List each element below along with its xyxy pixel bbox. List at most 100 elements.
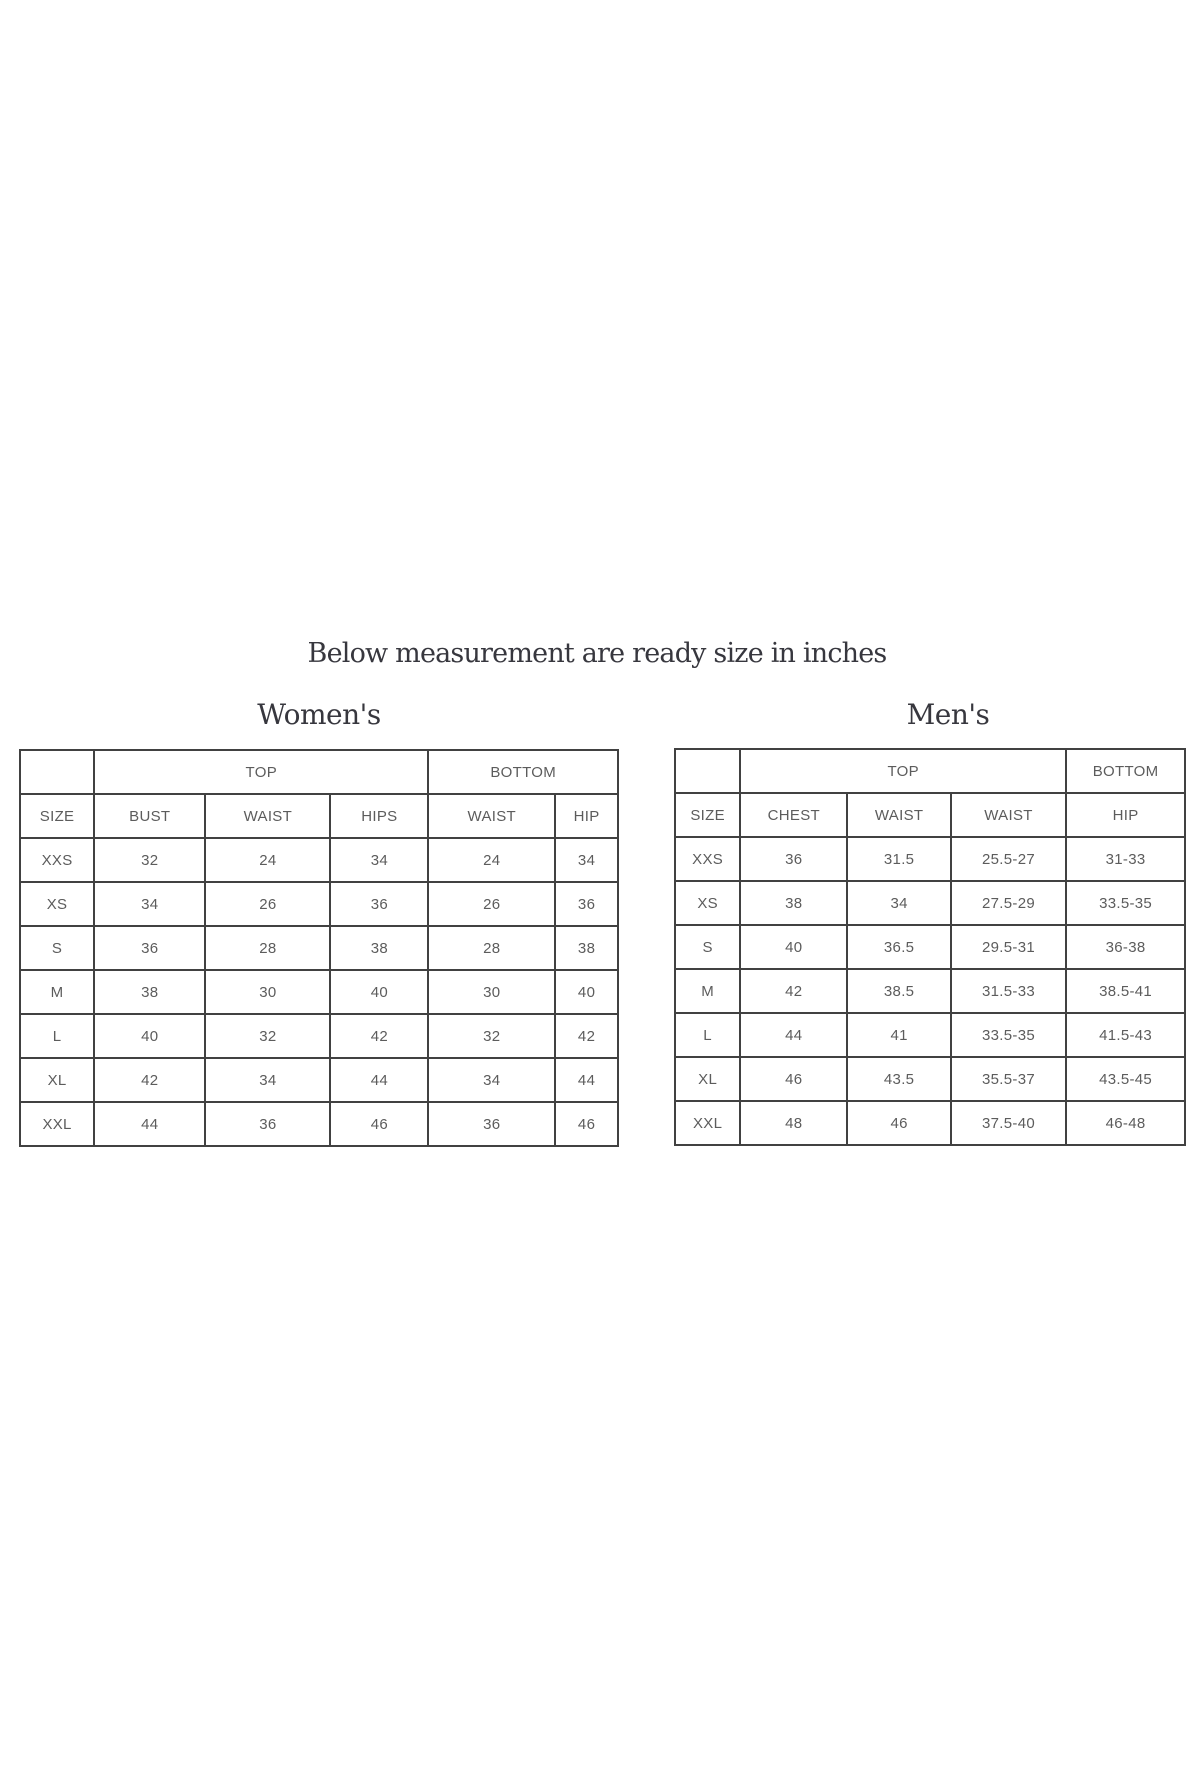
- column-header: WAIST: [427, 793, 557, 839]
- measurement-cell: 42: [329, 1013, 430, 1059]
- size-label-cell: L: [673, 1012, 742, 1058]
- measurement-cell: 41: [846, 1012, 952, 1058]
- women-size-table: TOP BOTTOM SIZE BUST WAIST HIPS WAIST HIP XXS…: [18, 749, 619, 1147]
- table-row: XL 42 34 44 34 44: [18, 1057, 619, 1103]
- size-label-cell: M: [18, 969, 96, 1015]
- table-row: XXS 36 31.5 25.5-27 31-33: [673, 836, 1186, 882]
- measurement-cell: 40: [739, 924, 849, 970]
- measurement-cell: 44: [739, 1012, 849, 1058]
- size-label-cell: XL: [18, 1057, 96, 1103]
- measurement-cell: 26: [204, 881, 332, 927]
- measurement-cell: 34: [427, 1057, 557, 1103]
- size-label-cell: XL: [673, 1056, 742, 1102]
- measurement-cell: 33.5-35: [1065, 880, 1186, 926]
- column-header: HIP: [1065, 792, 1186, 838]
- measurement-cell: 41.5-43: [1065, 1012, 1186, 1058]
- table-row: XL 46 43.5 35.5-37 43.5-45: [673, 1056, 1186, 1102]
- column-header: SIZE: [18, 793, 96, 839]
- measurement-cell: 38.5-41: [1065, 968, 1186, 1014]
- measurement-cell: 36: [427, 1101, 557, 1147]
- measurement-cell: 38: [93, 969, 207, 1015]
- column-header: WAIST: [949, 792, 1068, 838]
- men-table-heading: Men's: [906, 698, 990, 731]
- measurement-cell: 28: [427, 925, 557, 971]
- bottom-group-header: BOTTOM: [427, 749, 619, 795]
- column-header: HIP: [554, 793, 619, 839]
- measurement-cell: 42: [739, 968, 849, 1014]
- column-header: HIPS: [329, 793, 430, 839]
- measurement-cell: 37.5-40: [949, 1100, 1068, 1146]
- men-table-body: XXS 36 31.5 25.5-27 31-33 XS 38 34 27.5-29 33.5-3…: [673, 836, 1186, 1146]
- size-label-cell: L: [18, 1013, 96, 1059]
- table-row: S 36 28 38 28 38: [18, 925, 619, 971]
- measurement-cell: 46: [329, 1101, 430, 1147]
- women-table-heading: Women's: [257, 698, 381, 731]
- measurement-cell: 32: [93, 837, 207, 883]
- measurement-cell: 38: [739, 880, 849, 926]
- measurement-cell: 34: [204, 1057, 332, 1103]
- size-label-cell: M: [673, 968, 742, 1014]
- measurement-cell: 36: [204, 1101, 332, 1147]
- table-row: M 42 38.5 31.5-33 38.5-41: [673, 968, 1186, 1014]
- measurement-cell: 38.5: [846, 968, 952, 1014]
- empty-corner-cell: [673, 748, 742, 794]
- table-row: S 40 36.5 29.5-31 36-38: [673, 924, 1186, 970]
- table-row: L 40 32 42 32 42: [18, 1013, 619, 1059]
- measurement-cell: 46-48: [1065, 1100, 1186, 1146]
- measurement-cell: 42: [93, 1057, 207, 1103]
- column-header: WAIST: [846, 792, 952, 838]
- measurement-cell: 44: [554, 1057, 619, 1103]
- measurement-cell: 46: [846, 1100, 952, 1146]
- table-row: M 38 30 40 30 40: [18, 969, 619, 1015]
- measurement-cell: 28: [204, 925, 332, 971]
- measurement-cell: 36-38: [1065, 924, 1186, 970]
- size-label-cell: S: [18, 925, 96, 971]
- measurement-cell: 33.5-35: [949, 1012, 1068, 1058]
- size-label-cell: XXS: [18, 837, 96, 883]
- table-row: XXL 44 36 46 36 46: [18, 1101, 619, 1147]
- measurement-cell: 44: [329, 1057, 430, 1103]
- women-table-body: XXS 32 24 34 24 34 XS 34 26 36 26 36 S 36 28 38 28 38 M 38 3…: [18, 837, 619, 1147]
- measurement-cell: 46: [554, 1101, 619, 1147]
- measurement-cell: 27.5-29: [949, 880, 1068, 926]
- measurement-cell: 40: [329, 969, 430, 1015]
- measurement-cell: 36: [554, 881, 619, 927]
- men-column-header-row: SIZE CHEST WAIST WAIST HIP: [673, 792, 1186, 838]
- size-label-cell: XS: [673, 880, 742, 926]
- measurement-cell: 38: [329, 925, 430, 971]
- size-label-cell: XS: [18, 881, 96, 927]
- measurement-cell: 44: [93, 1101, 207, 1147]
- measurement-cell: 34: [93, 881, 207, 927]
- measurement-cell: 32: [204, 1013, 332, 1059]
- measurement-cell: 40: [554, 969, 619, 1015]
- measurement-cell: 35.5-37: [949, 1056, 1068, 1102]
- table-row: XXS 32 24 34 24 34: [18, 837, 619, 883]
- measurement-cell: 29.5-31: [949, 924, 1068, 970]
- measurement-cell: 46: [739, 1056, 849, 1102]
- measurement-cell: 31.5: [846, 836, 952, 882]
- top-group-header: TOP: [93, 749, 430, 795]
- measurement-cell: 34: [329, 837, 430, 883]
- table-row: L 44 41 33.5-35 41.5-43: [673, 1012, 1186, 1058]
- measurement-cell: 32: [427, 1013, 557, 1059]
- column-header: SIZE: [673, 792, 742, 838]
- measurement-cell: 25.5-27: [949, 836, 1068, 882]
- measurement-cell: 36: [93, 925, 207, 971]
- measurement-cell: 24: [204, 837, 332, 883]
- measurement-cell: 42: [554, 1013, 619, 1059]
- measurement-cell: 48: [739, 1100, 849, 1146]
- size-label-cell: XXL: [18, 1101, 96, 1147]
- column-header: WAIST: [204, 793, 332, 839]
- measurement-cell: 30: [204, 969, 332, 1015]
- measurement-cell: 34: [554, 837, 619, 883]
- measurement-cell: 36: [329, 881, 430, 927]
- measurement-cell: 31.5-33: [949, 968, 1068, 1014]
- size-label-cell: XXL: [673, 1100, 742, 1146]
- measurement-cell: 36.5: [846, 924, 952, 970]
- table-row: XS 38 34 27.5-29 33.5-35: [673, 880, 1186, 926]
- men-size-table: TOP BOTTOM SIZE CHEST WAIST WAIST HIP XXS 36 3…: [673, 748, 1186, 1146]
- measurement-cell: 43.5: [846, 1056, 952, 1102]
- measurement-cell: 43.5-45: [1065, 1056, 1186, 1102]
- women-column-header-row: SIZE BUST WAIST HIPS WAIST HIP: [18, 793, 619, 839]
- empty-corner-cell: [18, 749, 96, 795]
